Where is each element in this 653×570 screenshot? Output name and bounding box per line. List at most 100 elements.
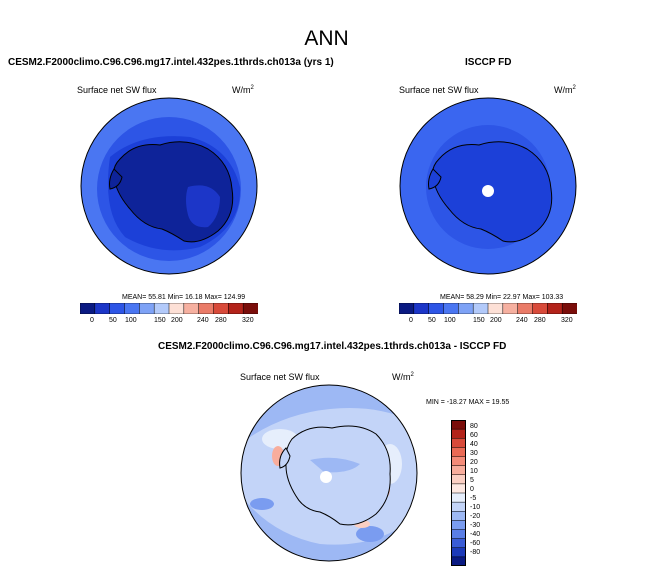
cb1-tick-4: 200 xyxy=(171,317,183,324)
cb1-tick-5: 240 xyxy=(197,317,209,324)
colorbar-cell xyxy=(451,547,466,558)
panel3-units-label: W/m2 xyxy=(392,372,414,382)
colorbar-cell xyxy=(451,538,466,549)
panel3-region-north xyxy=(241,385,417,444)
cb2-tick-7: 320 xyxy=(561,317,573,324)
cb3-tick-13: -60 xyxy=(470,540,481,547)
cb2-tick-4: 200 xyxy=(490,317,502,324)
cb3-tick-6: 5 xyxy=(470,477,474,484)
colorbar-cell xyxy=(451,420,466,430)
cb2-tick-0: 0 xyxy=(409,317,413,324)
colorbar-cell xyxy=(451,456,466,467)
panel2-pole-missing xyxy=(482,185,494,197)
cb2-tick-6: 280 xyxy=(534,317,546,324)
colorbar-cell xyxy=(124,303,140,314)
colorbar-cell xyxy=(80,303,96,314)
panel3-map-border xyxy=(240,384,418,562)
colorbar-cell xyxy=(451,501,466,512)
panel1-polar-map xyxy=(80,97,258,275)
panel1-colorbar xyxy=(80,303,258,314)
colorbar-cell xyxy=(472,303,489,314)
colorbar-cell xyxy=(517,303,534,314)
cb2-tick-3: 150 xyxy=(473,317,485,324)
panel2-case-title: ISCCP FD xyxy=(465,57,512,68)
colorbar-cell xyxy=(561,303,577,314)
panel1-colorbar-ticks: 0 50 100 150 200 240 280 320 xyxy=(80,317,258,327)
colorbar-cell xyxy=(502,303,519,314)
colorbar-cell xyxy=(228,303,244,314)
cb3-tick-4: 20 xyxy=(470,459,478,466)
colorbar-cell xyxy=(213,303,229,314)
cb2-tick-2: 100 xyxy=(444,317,456,324)
panel1-stats: MEAN= 55.81 Min= 16.18 Max= 124.99 xyxy=(122,294,246,301)
panel1-peninsula xyxy=(109,168,123,190)
panel1-colorbar-cells xyxy=(80,303,258,314)
panel3-polar-map xyxy=(240,384,418,562)
colorbar-cell xyxy=(168,303,185,314)
colorbar-cell xyxy=(451,465,466,476)
cb3-tick-1: 60 xyxy=(470,432,478,439)
colorbar-cell xyxy=(451,428,466,439)
cb3-tick-5: 10 xyxy=(470,468,478,475)
cb3-tick-11: -30 xyxy=(470,522,481,529)
panel3-stats: MIN = -18.27 MAX = 19.55 xyxy=(426,399,510,406)
panel3-colorbar-cells xyxy=(451,420,466,566)
panel3-region-south xyxy=(241,494,417,561)
panel2-peninsula xyxy=(428,168,442,190)
colorbar-cell xyxy=(451,520,466,531)
panel3-peninsula xyxy=(279,447,291,469)
cb3-tick-12: -40 xyxy=(470,531,481,538)
cb1-tick-0: 0 xyxy=(90,317,94,324)
panel3-patch-4 xyxy=(250,498,274,510)
panel1-case-title: CESM2.F2000climo.C96.C96.mg17.intel.432p… xyxy=(8,57,334,68)
page-title: ANN xyxy=(304,27,349,50)
colorbar-cell xyxy=(242,303,258,314)
panel1-units-label: W/m2 xyxy=(232,85,254,95)
colorbar-cell xyxy=(451,447,466,458)
colorbar-cell xyxy=(458,303,474,314)
colorbar-cell xyxy=(443,303,459,314)
colorbar-cell xyxy=(547,303,563,314)
cb2-tick-5: 240 xyxy=(516,317,528,324)
cb2-tick-1: 50 xyxy=(428,317,436,324)
panel1-variable-label: Surface net SW flux xyxy=(77,85,157,95)
colorbar-cell xyxy=(399,303,415,314)
panel2-units-label: W/m2 xyxy=(554,85,576,95)
panel1-map-border xyxy=(80,97,258,275)
colorbar-cell xyxy=(413,303,430,314)
colorbar-cell xyxy=(451,492,466,503)
colorbar-cell xyxy=(139,303,155,314)
colorbar-cell xyxy=(198,303,215,314)
colorbar-cell xyxy=(451,483,466,494)
colorbar-cell xyxy=(428,303,445,314)
panel3-variable-label: Surface net SW flux xyxy=(240,372,320,382)
panel1-east-antarctica-shade xyxy=(186,185,220,228)
cb1-tick-3: 150 xyxy=(154,317,166,324)
colorbar-cell xyxy=(451,438,466,448)
cb3-tick-14: -80 xyxy=(470,549,481,556)
cb3-tick-0: 80 xyxy=(470,423,478,430)
panel3-case-title: CESM2.F2000climo.C96.C96.mg17.intel.432p… xyxy=(158,341,507,352)
panel3-antarctica xyxy=(285,425,391,526)
cb3-tick-3: 30 xyxy=(470,450,478,457)
cb3-tick-8: -5 xyxy=(470,495,477,502)
colorbar-cell xyxy=(451,511,466,521)
cb3-tick-7: 0 xyxy=(470,486,474,493)
panel2-colorbar-ticks: 0 50 100 150 200 240 280 320 xyxy=(399,317,577,327)
colorbar-cell xyxy=(451,556,466,566)
colorbar-cell xyxy=(451,474,466,485)
panel3-patch-3 xyxy=(356,526,384,542)
cb1-tick-1: 50 xyxy=(109,317,117,324)
cb3-tick-10: -20 xyxy=(470,513,481,520)
panel3-colorbar-ticks: 80 60 40 30 20 10 5 0 -5 -10 -20 -30 -40… xyxy=(470,423,500,563)
cb1-tick-6: 280 xyxy=(215,317,227,324)
panel3-colorbar xyxy=(451,420,466,566)
colorbar-cell xyxy=(451,529,466,540)
colorbar-cell xyxy=(532,303,548,314)
panel3-pole-missing xyxy=(320,471,332,483)
cb1-tick-2: 100 xyxy=(125,317,137,324)
panel3-interior-cool xyxy=(310,457,360,473)
cb3-tick-2: 40 xyxy=(470,441,478,448)
cb3-tick-9: -10 xyxy=(470,504,481,511)
colorbar-cell xyxy=(183,303,200,314)
